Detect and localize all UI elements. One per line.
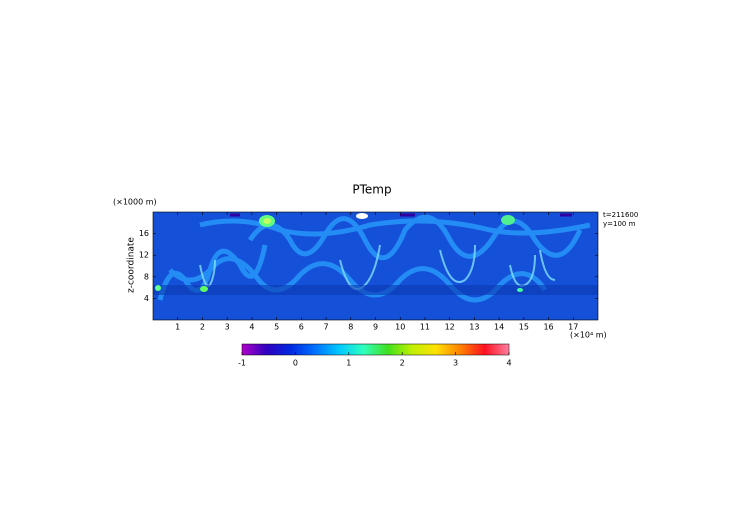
- chart-title: PTemp: [352, 183, 391, 197]
- colorbar: [241, 343, 510, 356]
- colorbar-tick-label: 4: [506, 359, 511, 368]
- y-tick-label: 4: [144, 294, 149, 303]
- x-tick-label: 9: [373, 323, 378, 332]
- x-tick-label: 15: [519, 323, 529, 332]
- colorbar-tick-label: 0: [293, 359, 298, 368]
- x-tick-label: 16: [543, 323, 553, 332]
- x-tick-label: 13: [469, 323, 479, 332]
- colorbar-tick-label: -1: [238, 359, 246, 368]
- x-tick-label: 5: [274, 323, 279, 332]
- annotation: t=211600: [603, 211, 638, 219]
- x-tick-label: 8: [348, 323, 353, 332]
- x-tick-label: 4: [249, 323, 254, 332]
- x-tick-label: 7: [324, 323, 329, 332]
- colorbar-tick-label: 3: [453, 359, 458, 368]
- field: [153, 212, 598, 320]
- x-tick-label: 2: [200, 323, 205, 332]
- x-tick-label: 12: [445, 323, 455, 332]
- x-tick-label: 17: [568, 323, 578, 332]
- y-tick-label: 12: [139, 251, 149, 260]
- y-axis-label: z-coordinate: [127, 237, 137, 293]
- x-tick-label: 11: [420, 323, 430, 332]
- x-tick-label: 3: [225, 323, 230, 332]
- x-tick-label: 10: [395, 323, 405, 332]
- y-tick-label: 16: [139, 229, 149, 238]
- y-unit: (×1000 m): [113, 198, 157, 207]
- y-tick-label: 8: [144, 272, 149, 281]
- x-tick-label: 14: [494, 323, 504, 332]
- x-unit: (×10⁴ m): [570, 331, 607, 340]
- annotation: y=100 m: [603, 220, 636, 228]
- colorbar-tick-label: 2: [400, 359, 405, 368]
- x-tick-label: 1: [175, 323, 180, 332]
- colorbar-tick-label: 1: [346, 359, 351, 368]
- x-tick-label: 6: [299, 323, 304, 332]
